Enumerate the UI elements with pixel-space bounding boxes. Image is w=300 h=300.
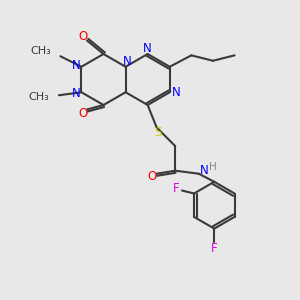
Text: N: N xyxy=(123,55,131,68)
Text: CH₃: CH₃ xyxy=(28,92,49,102)
Text: S: S xyxy=(154,126,162,140)
Text: H: H xyxy=(209,162,217,172)
Text: CH₃: CH₃ xyxy=(30,46,51,56)
Text: N: N xyxy=(72,87,80,100)
Text: N: N xyxy=(171,86,180,99)
Text: N: N xyxy=(72,59,80,72)
Text: N: N xyxy=(143,41,152,55)
Text: N: N xyxy=(200,164,208,177)
Text: O: O xyxy=(148,170,157,183)
Text: F: F xyxy=(173,182,179,196)
Text: O: O xyxy=(79,30,88,43)
Text: O: O xyxy=(79,107,88,120)
Text: F: F xyxy=(211,242,217,255)
